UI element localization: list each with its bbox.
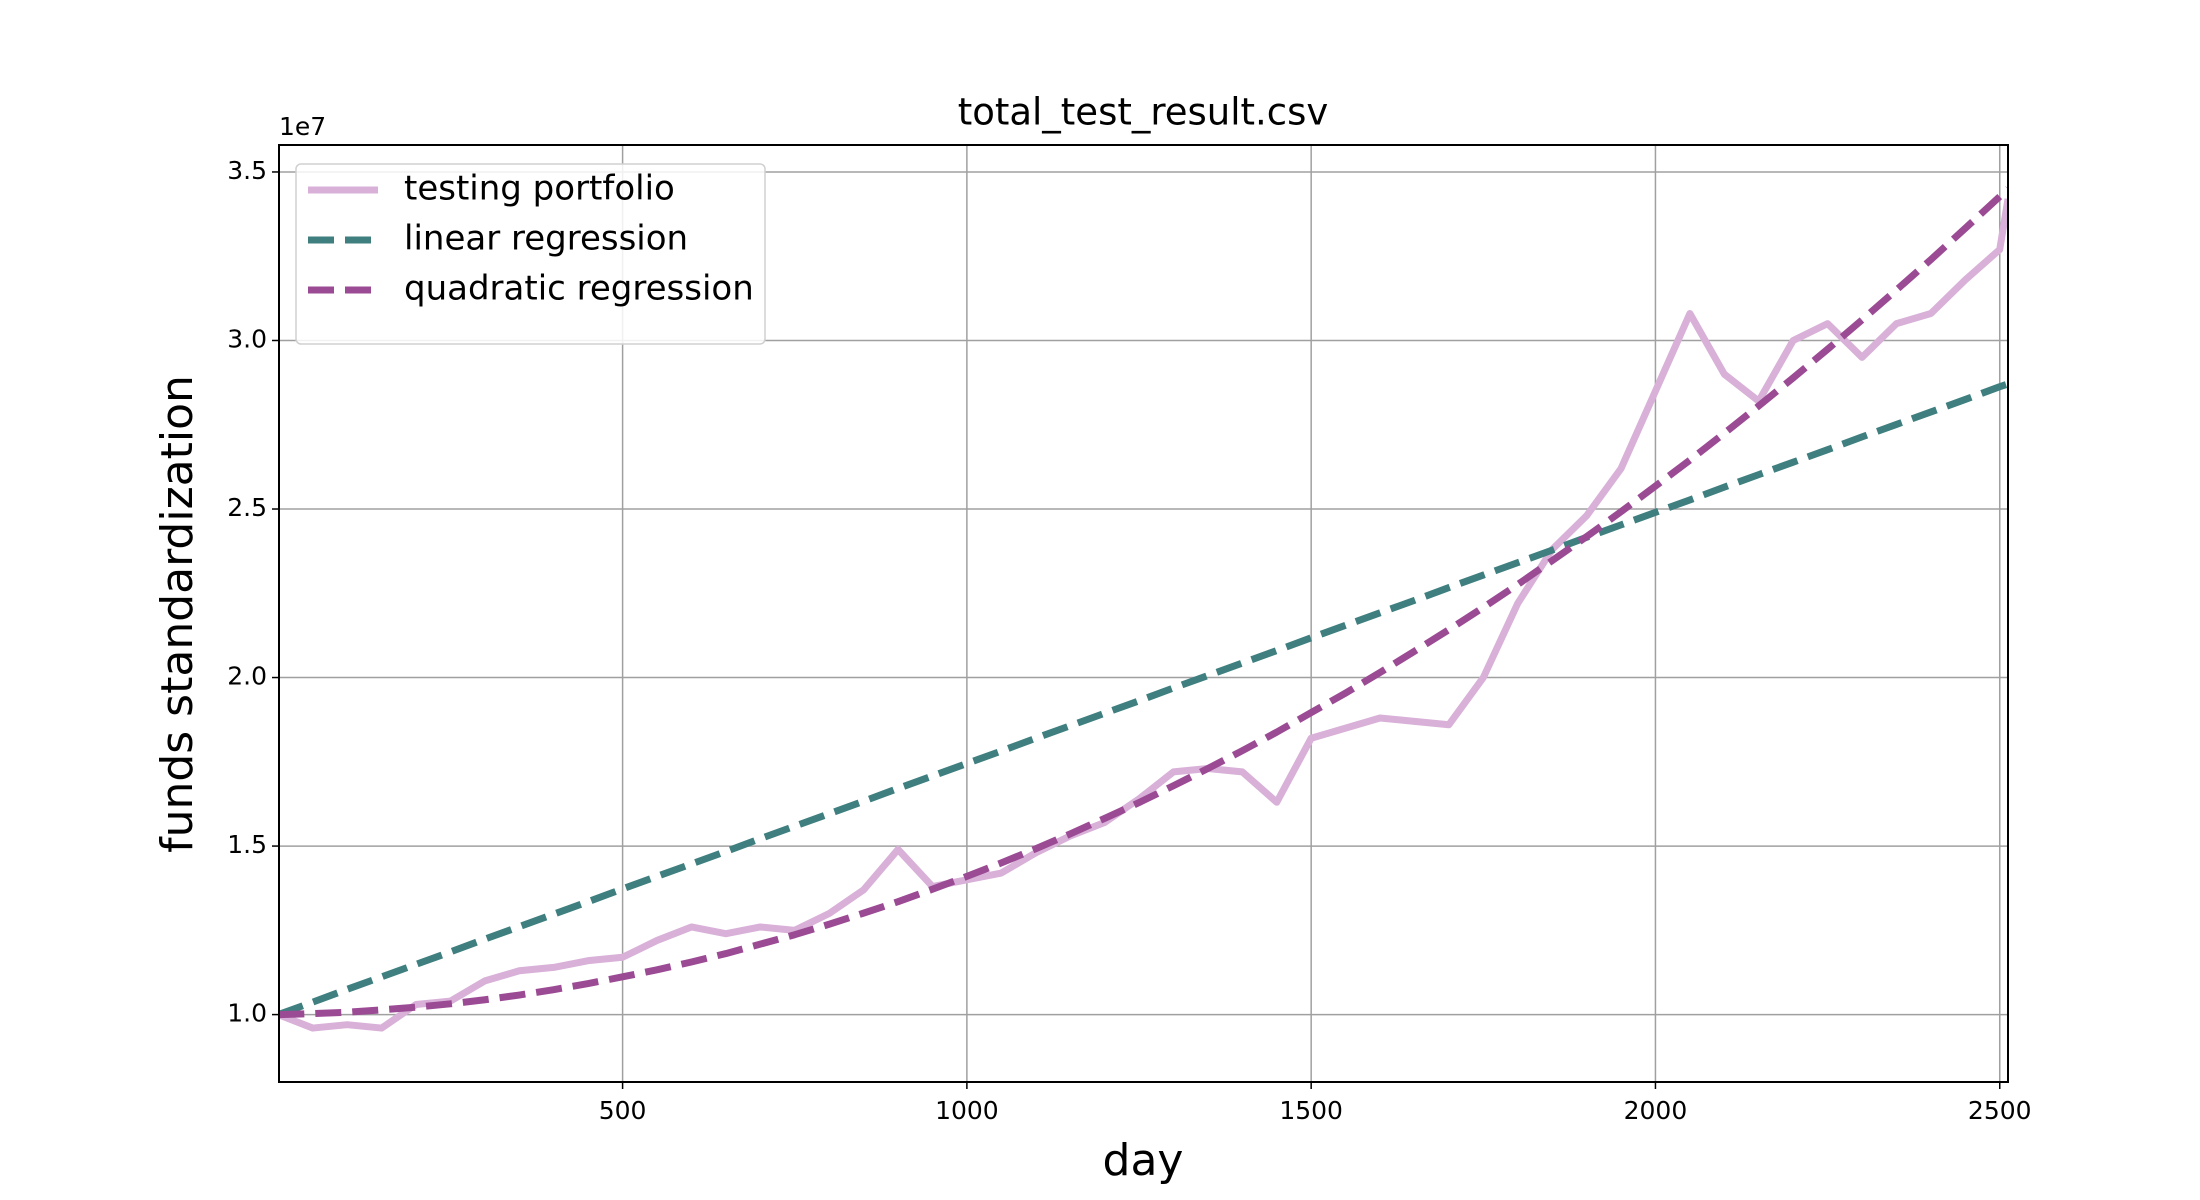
series-line [279, 380, 2008, 1018]
x-tick-label: 1000 [935, 1096, 999, 1125]
plot-frame [278, 144, 2009, 1083]
y-tick-label: 1.0 [227, 999, 267, 1028]
x-tick-label: 2500 [1968, 1096, 2032, 1125]
y-tick-label: 3.0 [227, 324, 267, 353]
legend-label: quadratic regression [404, 269, 754, 309]
legend-box [295, 163, 766, 345]
chart-title: total_test_result.csv [958, 91, 1329, 134]
series-line [279, 186, 2008, 1019]
legend-label: testing portfolio [404, 169, 675, 209]
y-tick-label: 2.5 [227, 493, 267, 522]
legend: testing portfolio linear regression quadra… [295, 163, 766, 345]
y-tick-label: 3.5 [227, 156, 267, 185]
x-tick-label: 500 [599, 1096, 647, 1125]
plot-lines [279, 186, 2008, 1032]
x-tick-label: 2000 [1624, 1096, 1688, 1125]
y-tick-label: 1.5 [227, 830, 267, 859]
grid [279, 145, 2008, 1082]
ticks: 500 1000 1500 2000 2500 1.0 1.5 2.0 2.5 3.0 3.5 [227, 156, 2031, 1125]
legend-label: linear regression [404, 219, 688, 259]
y-axis-label: funds standardization [152, 375, 203, 853]
y-offset-label: 1e7 [279, 112, 326, 141]
x-tick-label: 1500 [1279, 1096, 1343, 1125]
x-axis-label: day [1103, 1135, 1184, 1186]
series-line [279, 198, 2008, 1032]
y-tick-label: 2.0 [227, 662, 267, 691]
